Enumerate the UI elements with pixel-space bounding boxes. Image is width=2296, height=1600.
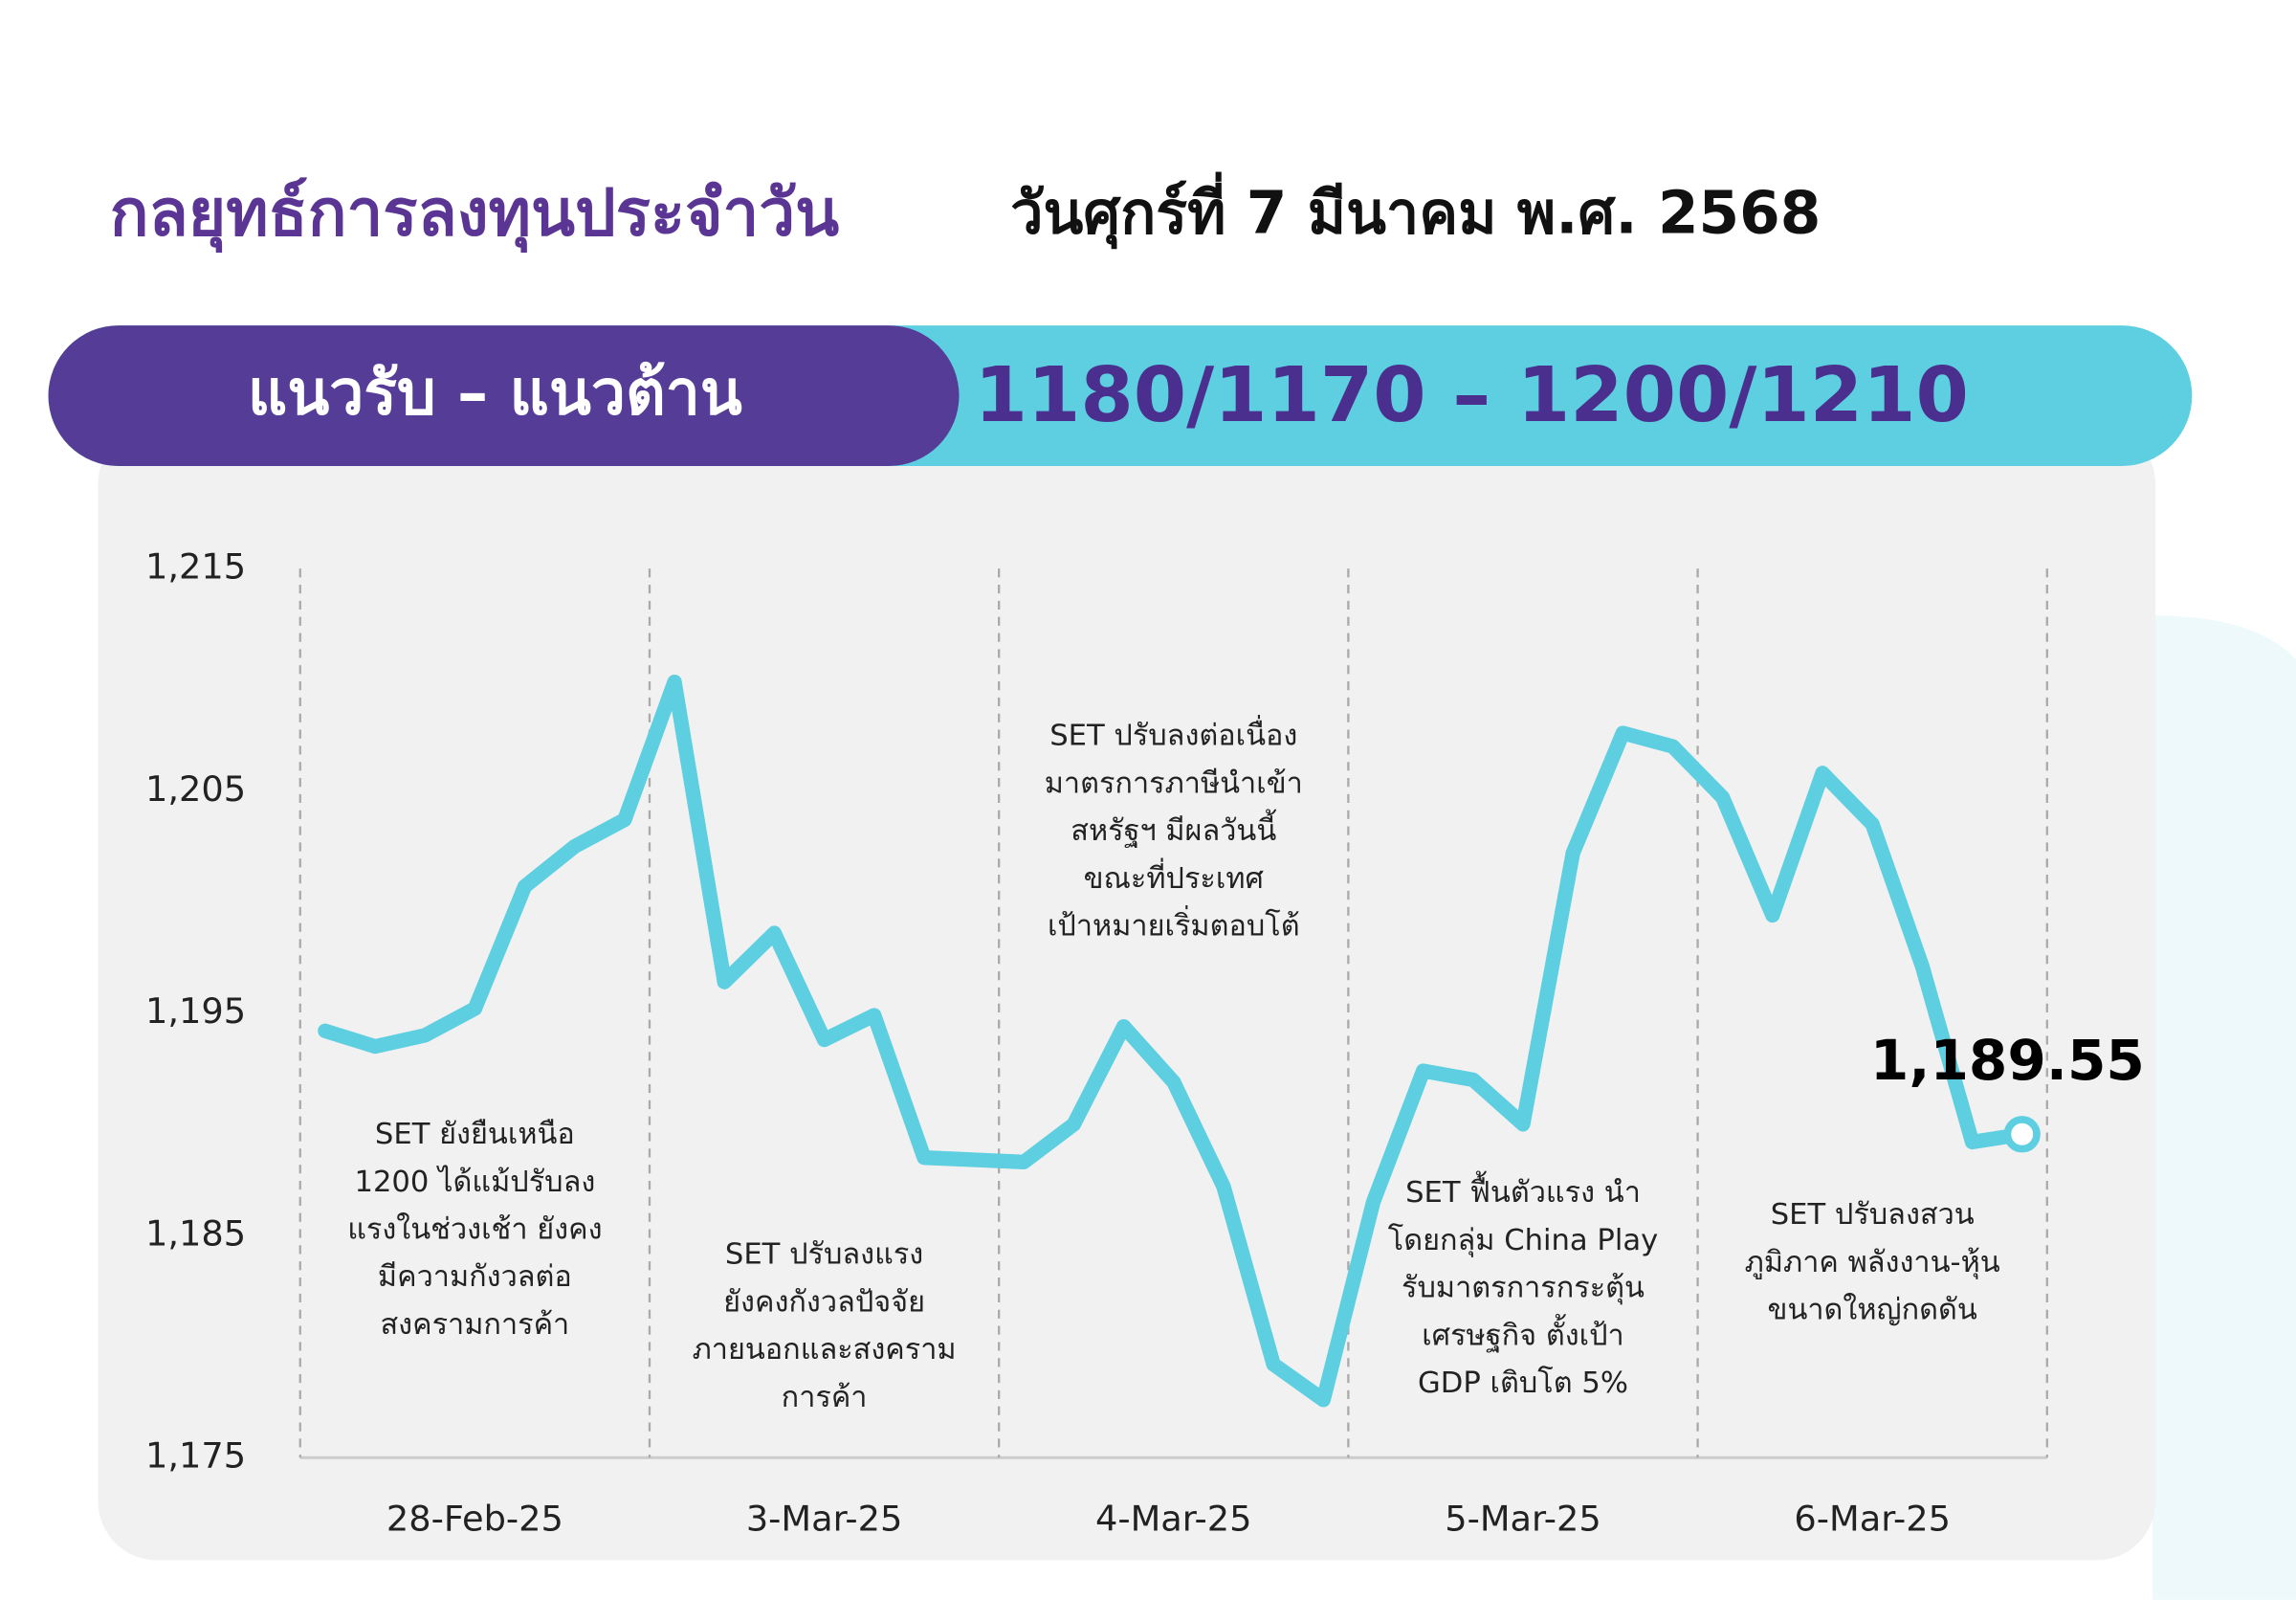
y-tick-label: 1,195 [145,990,246,1032]
x-tick-label: 28-Feb-25 [386,1499,563,1540]
day-note: มีความกังวลต่อ [378,1260,572,1294]
day-note: SET ยังยืนเหนือ [375,1118,575,1151]
x-tick-label: 5-Mar-25 [1445,1499,1601,1540]
banner-label-bg [48,325,960,467]
banner-label: แนวรับ – แนวต้าน [248,358,742,430]
day-note: ยังคงกังวลปัจจัย [723,1285,925,1319]
x-tick-label: 6-Mar-25 [1794,1499,1951,1540]
x-tick-label: 3-Mar-25 [746,1499,903,1540]
day-note: SET ปรับลงสวน [1771,1198,1975,1232]
banner-levels: 1180/1170 – 1200/1210 [975,350,1969,439]
y-tick-label: 1,175 [145,1435,246,1477]
day-note: ภายนอกและสงคราม [693,1333,957,1367]
day-note: สหรัฐฯ มีผลวันนี้ [1071,809,1276,848]
day-note: รับมาตรการกระตุ้น [1402,1272,1645,1306]
day-note: สงครามการค้า [381,1308,570,1342]
y-tick-label: 1,215 [145,546,246,588]
end-marker [2003,1116,2041,1153]
day-note: SET ปรับลงแรง [725,1238,923,1272]
day-note: SET ปรับลงต่อเนื่อง [1049,715,1297,753]
day-note: SET ฟื้นตัวแรง นำ [1405,1170,1641,1210]
day-note: 1200 ได้แม้ปรับลง [354,1165,595,1199]
day-note: GDP เติบโต 5% [1418,1366,1628,1400]
price-line [318,674,2030,1408]
day-note: เป้าหมายเริ่มตอบโต้ [1048,905,1300,944]
chart-panel [98,425,2156,1561]
y-tick-label: 1,185 [145,1212,246,1254]
decor-shape [2152,615,2296,1600]
day-note: แรงในช่วงเช้า ยังคง [347,1212,602,1247]
day-note: ขณะที่ประเทศ [1084,857,1265,896]
title: กลยุทธ์การลงทุนประจำวัน [110,174,839,253]
y-tick-label: 1,205 [145,768,246,810]
day-note: เศรษฐกิจ ตั้งเป้า [1422,1313,1624,1352]
day-note: ขนาดใหญ่กดดัน [1768,1293,1977,1327]
day-note: การค้า [782,1381,868,1414]
day-note: มาตรการภาษีนำเข้า [1045,767,1303,800]
date: วันศุกร์ที่ 7 มีนาคม พ.ศ. 2568 [1010,171,1821,249]
x-tick-label: 4-Mar-25 [1095,1499,1252,1540]
day-note: ภูมิภาค พลังงาน-หุ้น [1745,1246,2000,1280]
value-label: 1,189.55 [1870,1028,2145,1093]
day-note: โดยกลุ่ม China Play [1388,1223,1658,1258]
